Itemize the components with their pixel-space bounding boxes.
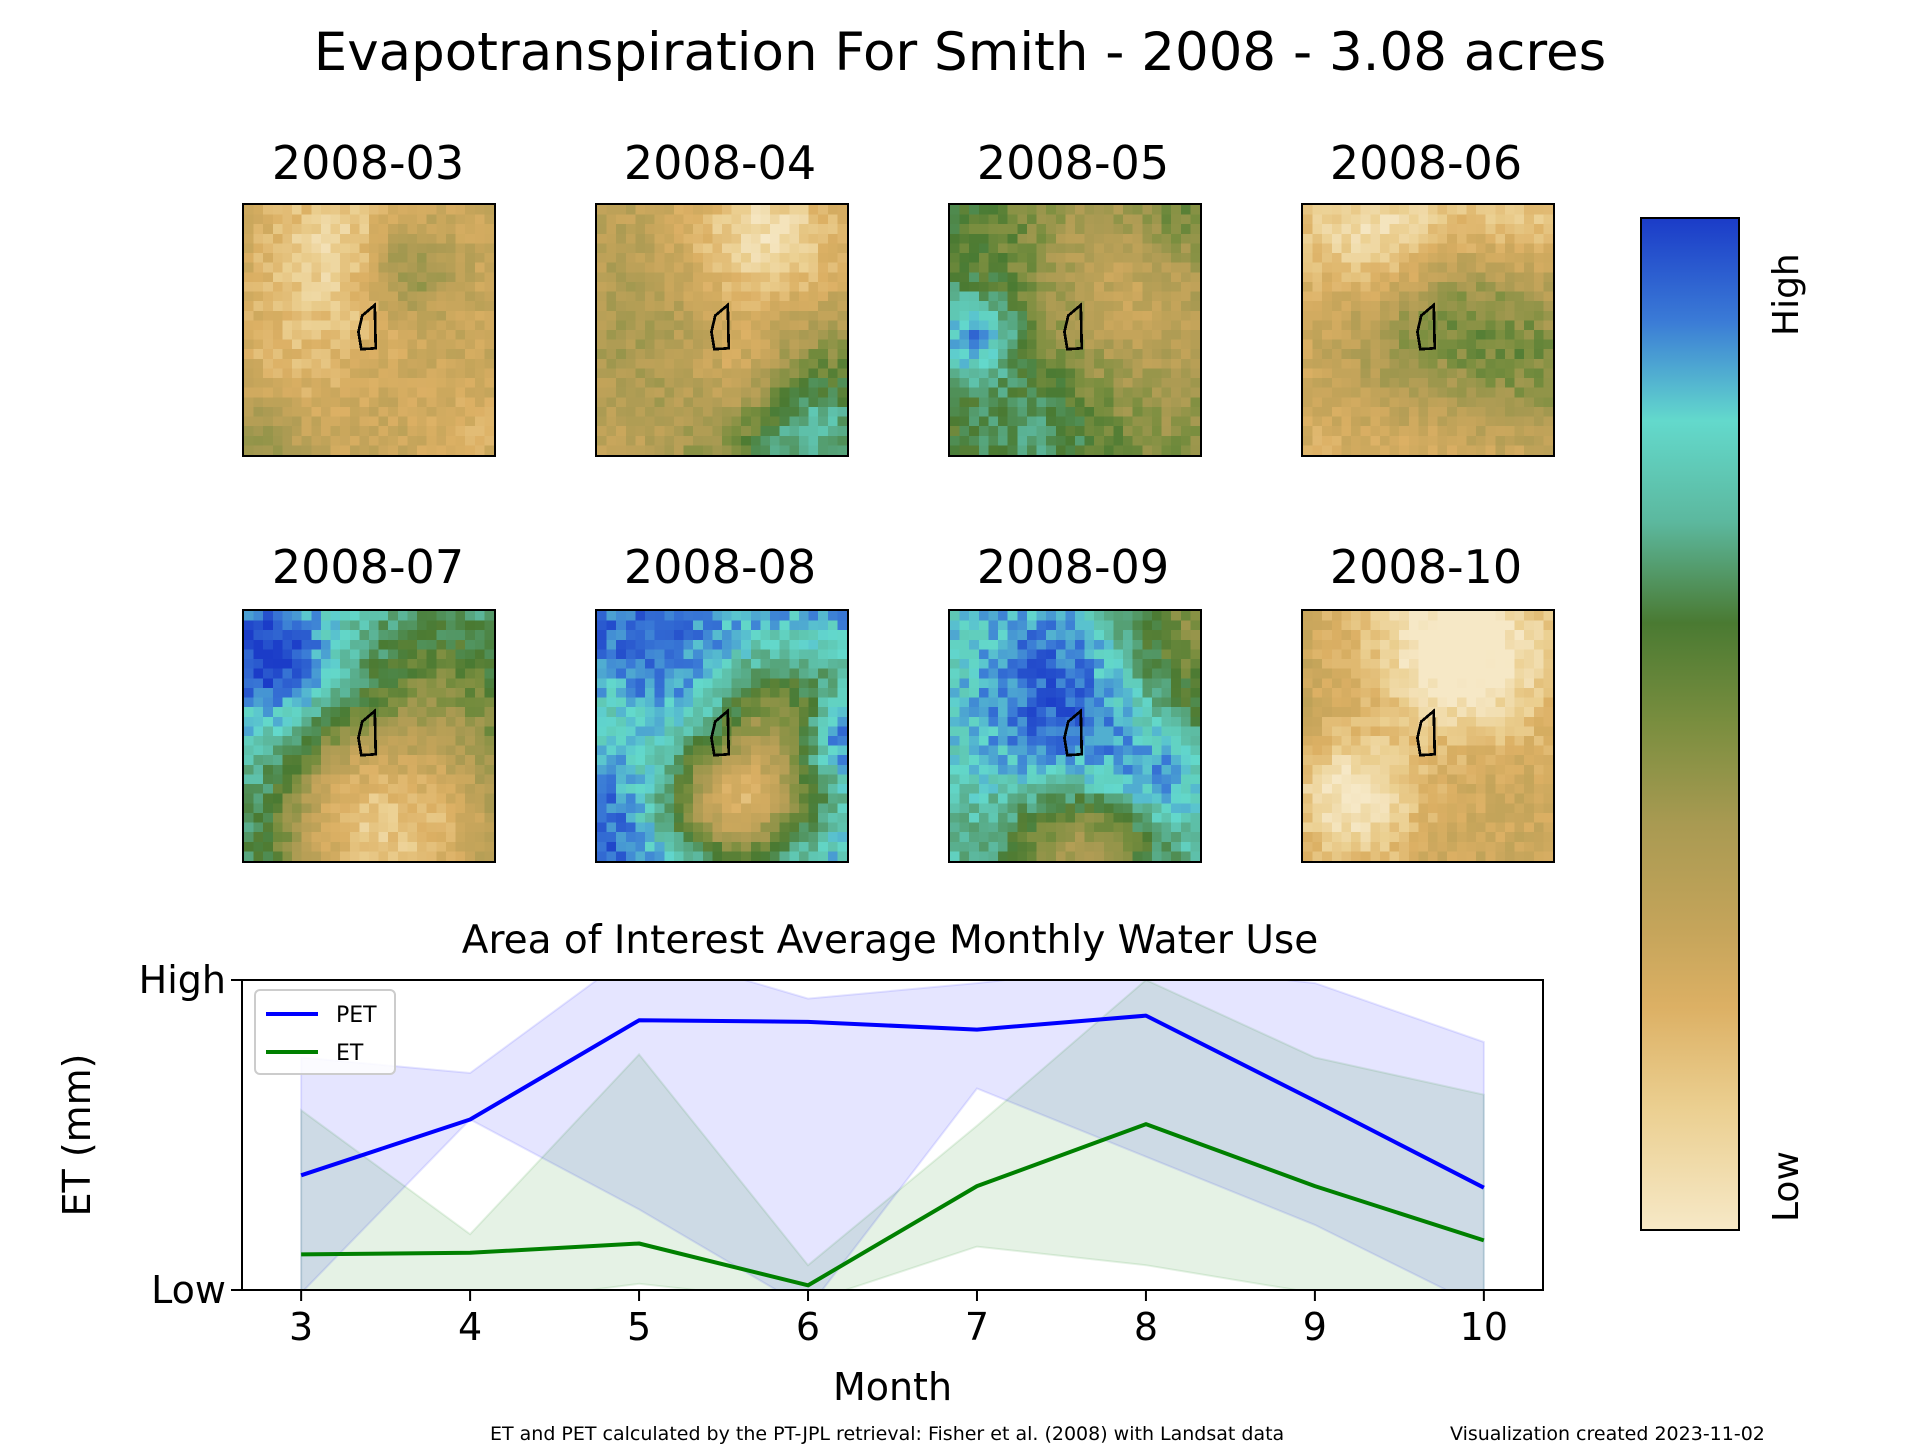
x-tick-label: 7 <box>965 1305 989 1349</box>
created-note: Visualization created 2023-11-02 <box>1450 1423 1765 1445</box>
x-tick-label: 3 <box>289 1305 313 1349</box>
x-tick-label: 4 <box>458 1305 482 1349</box>
legend-label: ET <box>336 1041 364 1066</box>
x-tick-label: 10 <box>1460 1305 1508 1349</box>
x-tick-label: 6 <box>796 1305 820 1349</box>
x-tick-label: 5 <box>627 1305 651 1349</box>
y-tick-label: High <box>139 958 226 1002</box>
x-tick-label: 9 <box>1303 1305 1327 1349</box>
chart-legend: PET ET <box>255 990 395 1074</box>
source-note: ET and PET calculated by the PT-JPL retr… <box>490 1423 1284 1445</box>
x-tick-label: 8 <box>1134 1305 1158 1349</box>
y-axis-label: ET (mm) <box>55 1054 99 1217</box>
x-axis-label: Month <box>833 1365 952 1409</box>
legend-label: PET <box>336 1003 377 1028</box>
y-tick-label: Low <box>151 1268 226 1312</box>
